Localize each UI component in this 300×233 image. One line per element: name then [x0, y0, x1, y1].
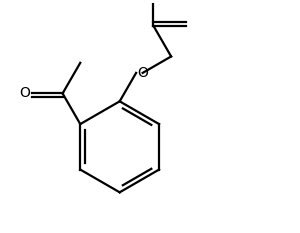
Text: O: O — [138, 66, 148, 80]
Text: O: O — [19, 86, 30, 100]
